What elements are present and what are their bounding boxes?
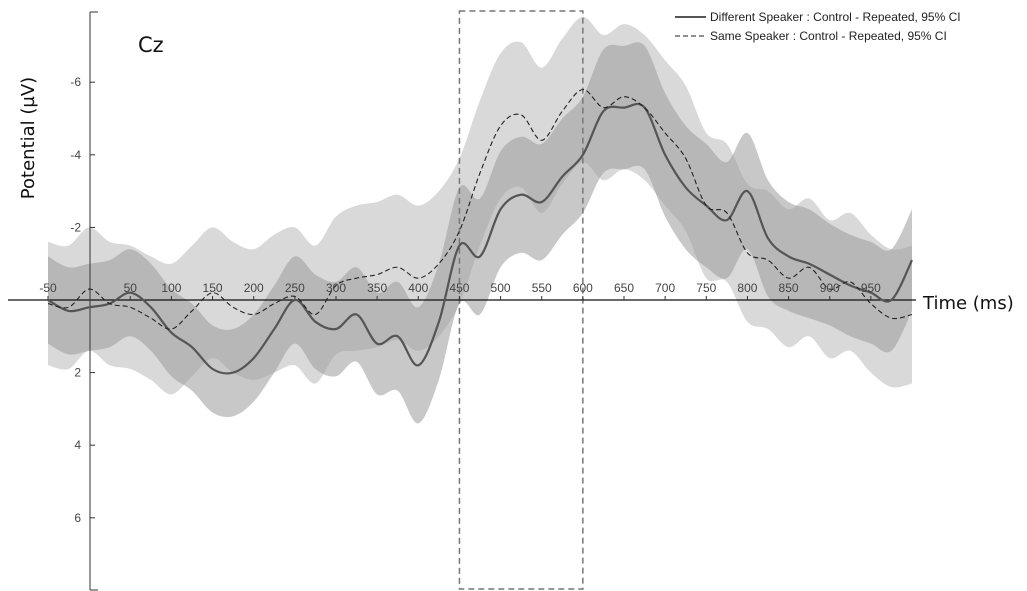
series-line-different-speaker [47,102,913,375]
x-tick-label: 50 [124,281,138,295]
x-tick-label: 250 [285,281,305,295]
electrode-label: Cz [138,33,164,57]
confidence-bands [48,16,912,424]
x-tick-label: 850 [779,281,799,295]
x-tick-label: 800 [737,281,757,295]
legend: Different Speaker : Control - Repeated, … [675,10,961,43]
x-tick-label: 750 [696,281,716,295]
y-tick-label: -4 [70,148,81,162]
y-tick-label: 6 [74,511,81,525]
series-line-same-speaker [47,88,913,330]
axes [8,11,916,591]
x-tick-label: 150 [203,281,223,295]
x-tick-label: 950 [861,281,881,295]
legend-label: Different Speaker : Control - Repeated, … [710,10,961,24]
x-tick-label: 500 [491,281,511,295]
legend-label: Same Speaker : Control - Repeated, 95% C… [710,29,947,43]
x-tick-label: 400 [408,281,428,295]
series-lines [47,88,913,375]
x-tick-label: 100 [161,281,181,295]
tick-labels: -6 -4 -2 2 4 6 -50 50 100 150 200 250 300 350 400 450 50… [39,75,881,525]
x-tick-label: 450 [449,281,469,295]
ci-band-different-speaker [48,42,912,424]
x-tick-label: 700 [655,281,675,295]
x-tick-label: 200 [244,281,264,295]
x-tick-label: -50 [39,281,57,295]
x-tick-label: 650 [614,281,634,295]
y-axis-title: Potential (µV) [18,77,39,199]
y-tick-label: -6 [70,75,81,89]
x-tick-label: 600 [573,281,593,295]
y-tick-label: 4 [74,438,81,452]
x-tick-label: 350 [367,281,387,295]
x-tick-label: 550 [532,281,552,295]
y-tick-label: -2 [70,220,81,234]
y-tick-label: 2 [74,366,81,380]
x-tick-label: 900 [820,281,840,295]
x-axis-title: Time (ms) [922,293,1014,314]
x-tick-label: 300 [326,281,346,295]
